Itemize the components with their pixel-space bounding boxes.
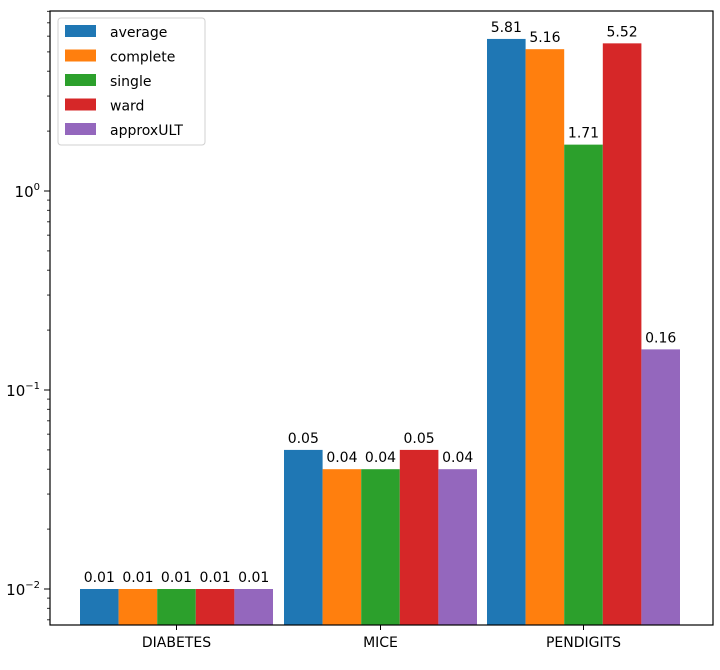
legend-swatch-complete	[65, 49, 96, 62]
value-label: 1.71	[568, 126, 599, 142]
value-label: 5.81	[491, 20, 522, 36]
value-label: 0.04	[326, 450, 357, 466]
bar-approxULT-mice	[438, 469, 477, 625]
value-label: 0.01	[84, 570, 115, 586]
value-label: 0.04	[442, 450, 473, 466]
axes-layer: DIABETES MICE PENDIGITS 10−2 10−1 100	[6, 10, 714, 651]
legend-label-single: single	[110, 74, 151, 90]
x-tick-label: DIABETES	[142, 635, 211, 651]
value-label: 5.52	[607, 24, 638, 40]
bar-single-pendigits	[564, 144, 603, 625]
y-tick-label: 10−2	[6, 580, 40, 599]
legend: average complete single ward approxULT	[57, 17, 206, 146]
bar-ward-diabetes	[195, 589, 235, 625]
legend-label-average: average	[110, 25, 167, 41]
value-label: 0.16	[645, 330, 676, 346]
legend-swatch-single	[65, 74, 96, 86]
value-label: 0.01	[238, 570, 269, 586]
bar-complete-diabetes	[118, 589, 158, 625]
bar-approxULT-pendigits	[641, 349, 680, 625]
value-label: 0.01	[200, 570, 231, 586]
bar-ward-mice	[399, 449, 439, 625]
legend-swatch-ward	[65, 98, 96, 111]
bar-average-pendigits	[487, 38, 526, 625]
bar-complete-mice	[322, 469, 362, 625]
bar-approxULT-diabetes	[234, 589, 273, 625]
value-label: 0.05	[288, 431, 319, 447]
value-label: 0.05	[404, 431, 435, 447]
bar-ward-pendigits	[602, 43, 642, 625]
bar-average-mice	[284, 449, 323, 625]
bars-layer	[80, 38, 680, 625]
legend-swatch-average	[65, 25, 96, 37]
bar-complete-pendigits	[525, 49, 565, 625]
value-label: 0.01	[161, 570, 192, 586]
y-tick-label: 100	[15, 182, 40, 201]
legend-swatch-approxULT	[65, 123, 96, 135]
value-label: 0.01	[122, 570, 153, 586]
x-tick-label: MICE	[363, 635, 398, 651]
axes-frame	[49, 10, 714, 626]
value-label: 0.04	[365, 450, 396, 466]
legend-label-approxULT: approxULT	[110, 123, 183, 139]
value-labels-layer: 0.01 0.01 0.01 0.01 0.01 0.05 0.04 0.04 0.05 0.04…	[84, 20, 677, 586]
value-label: 5.16	[529, 30, 560, 46]
y-tick-label: 10−1	[6, 381, 40, 400]
bar-single-diabetes	[157, 589, 196, 625]
x-tick-label: PENDIGITS	[546, 635, 621, 651]
bar-single-mice	[361, 469, 400, 625]
legend-label-complete: complete	[110, 50, 175, 66]
legend-label-ward: ward	[110, 99, 144, 115]
bar-average-diabetes	[80, 589, 119, 625]
